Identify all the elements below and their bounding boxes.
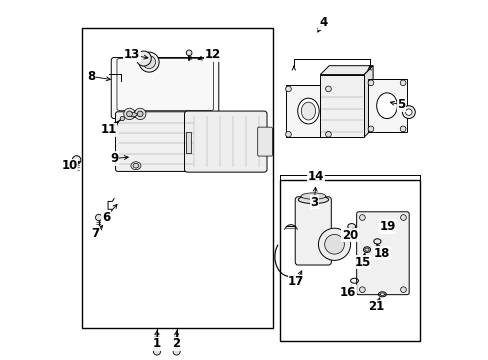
Circle shape bbox=[285, 86, 291, 92]
Bar bbox=[185, 132, 190, 153]
Ellipse shape bbox=[131, 162, 141, 170]
Circle shape bbox=[186, 50, 192, 56]
Polygon shape bbox=[364, 66, 372, 137]
FancyBboxPatch shape bbox=[184, 111, 266, 172]
Circle shape bbox=[123, 108, 135, 120]
FancyBboxPatch shape bbox=[295, 197, 331, 265]
Polygon shape bbox=[320, 66, 372, 75]
Circle shape bbox=[126, 111, 132, 117]
Ellipse shape bbox=[297, 98, 319, 124]
Circle shape bbox=[405, 109, 411, 115]
Text: 6: 6 bbox=[102, 211, 110, 224]
FancyBboxPatch shape bbox=[115, 112, 194, 171]
Text: 18: 18 bbox=[373, 247, 389, 260]
Circle shape bbox=[137, 111, 143, 117]
Circle shape bbox=[134, 108, 145, 120]
Ellipse shape bbox=[347, 224, 355, 229]
Text: 9: 9 bbox=[110, 152, 118, 165]
Circle shape bbox=[120, 116, 124, 121]
Text: 10: 10 bbox=[61, 159, 78, 172]
Bar bbox=[367, 79, 406, 132]
Ellipse shape bbox=[364, 248, 368, 251]
Circle shape bbox=[136, 51, 151, 66]
Circle shape bbox=[400, 126, 405, 132]
Circle shape bbox=[400, 287, 406, 293]
Ellipse shape bbox=[373, 239, 380, 244]
Ellipse shape bbox=[300, 193, 325, 199]
Circle shape bbox=[139, 52, 159, 72]
Circle shape bbox=[367, 126, 373, 132]
Circle shape bbox=[173, 348, 180, 355]
Circle shape bbox=[142, 56, 155, 68]
Bar bbox=[280, 180, 419, 341]
Circle shape bbox=[325, 86, 331, 92]
Text: 2: 2 bbox=[172, 337, 181, 350]
Ellipse shape bbox=[301, 102, 315, 120]
Text: 5: 5 bbox=[397, 99, 405, 112]
Circle shape bbox=[402, 106, 414, 118]
Circle shape bbox=[72, 156, 81, 164]
Ellipse shape bbox=[363, 247, 370, 252]
Circle shape bbox=[95, 214, 102, 221]
Text: 1: 1 bbox=[153, 337, 161, 350]
Text: 16: 16 bbox=[339, 286, 356, 299]
Ellipse shape bbox=[298, 196, 328, 203]
Ellipse shape bbox=[318, 228, 350, 260]
Circle shape bbox=[367, 80, 373, 86]
Ellipse shape bbox=[125, 111, 139, 118]
Text: 19: 19 bbox=[378, 220, 395, 233]
Ellipse shape bbox=[380, 293, 384, 296]
Ellipse shape bbox=[133, 163, 139, 168]
Text: 21: 21 bbox=[368, 300, 384, 313]
Text: 17: 17 bbox=[287, 275, 304, 288]
FancyBboxPatch shape bbox=[356, 212, 408, 295]
Bar bbox=[82, 28, 272, 328]
Text: 13: 13 bbox=[123, 49, 140, 62]
Text: 11: 11 bbox=[101, 123, 117, 136]
Text: 7: 7 bbox=[91, 227, 99, 240]
Text: 14: 14 bbox=[307, 170, 324, 183]
Text: 15: 15 bbox=[353, 256, 370, 269]
Text: 3: 3 bbox=[309, 195, 318, 209]
Ellipse shape bbox=[127, 112, 137, 117]
Text: 8: 8 bbox=[86, 70, 95, 83]
FancyBboxPatch shape bbox=[257, 127, 272, 156]
Circle shape bbox=[325, 131, 331, 137]
Text: 12: 12 bbox=[204, 49, 220, 62]
Text: 4: 4 bbox=[318, 16, 326, 29]
Ellipse shape bbox=[376, 93, 397, 118]
FancyBboxPatch shape bbox=[111, 58, 218, 118]
Circle shape bbox=[153, 348, 160, 355]
Bar bbox=[320, 75, 364, 137]
Circle shape bbox=[285, 131, 291, 137]
Circle shape bbox=[359, 287, 365, 293]
Bar bbox=[285, 85, 331, 137]
Circle shape bbox=[400, 215, 406, 220]
Text: 20: 20 bbox=[341, 229, 357, 242]
Ellipse shape bbox=[324, 234, 344, 254]
Circle shape bbox=[400, 80, 405, 86]
Circle shape bbox=[359, 215, 365, 220]
